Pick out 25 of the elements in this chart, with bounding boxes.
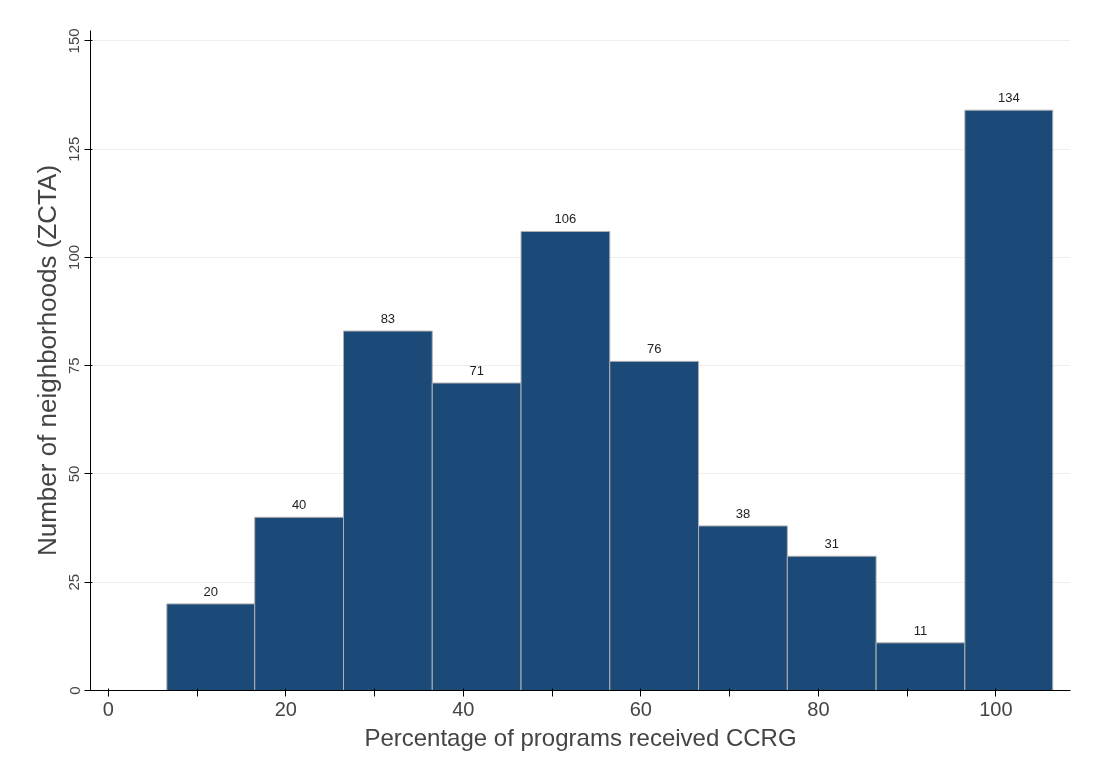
data-label: 76 — [646, 341, 662, 357]
y-tick-label: 75 — [65, 357, 83, 375]
data-label: 31 — [824, 536, 839, 552]
data-label: 20 — [203, 583, 219, 599]
data-label: 38 — [735, 505, 751, 521]
x-tick-label: 60 — [629, 697, 652, 720]
y-tick-label: 125 — [65, 136, 83, 162]
y-tick-label: 50 — [65, 465, 83, 483]
data-label: 83 — [380, 311, 396, 327]
x-axis-title: Percentage of programs received CCRG — [364, 723, 797, 751]
x-tick-label: 40 — [452, 697, 475, 720]
y-tick-label: 150 — [65, 28, 83, 54]
y-tick-label: 0 — [65, 686, 83, 695]
data-label: 11 — [913, 622, 928, 638]
data-label: 40 — [291, 497, 307, 513]
data-label: 106 — [554, 211, 577, 227]
y-tick-label: 100 — [65, 244, 83, 270]
x-tick-label: 0 — [102, 697, 114, 720]
x-tick-label: 100 — [979, 697, 1013, 720]
data-label: 134 — [997, 90, 1020, 106]
y-tick-label: 25 — [65, 573, 83, 591]
data-label: 71 — [469, 363, 484, 379]
x-tick-label: 80 — [807, 697, 830, 720]
x-tick-label: 20 — [274, 697, 297, 720]
y-axis-title: Number of neighborhoods (ZCTA) — [31, 164, 62, 557]
